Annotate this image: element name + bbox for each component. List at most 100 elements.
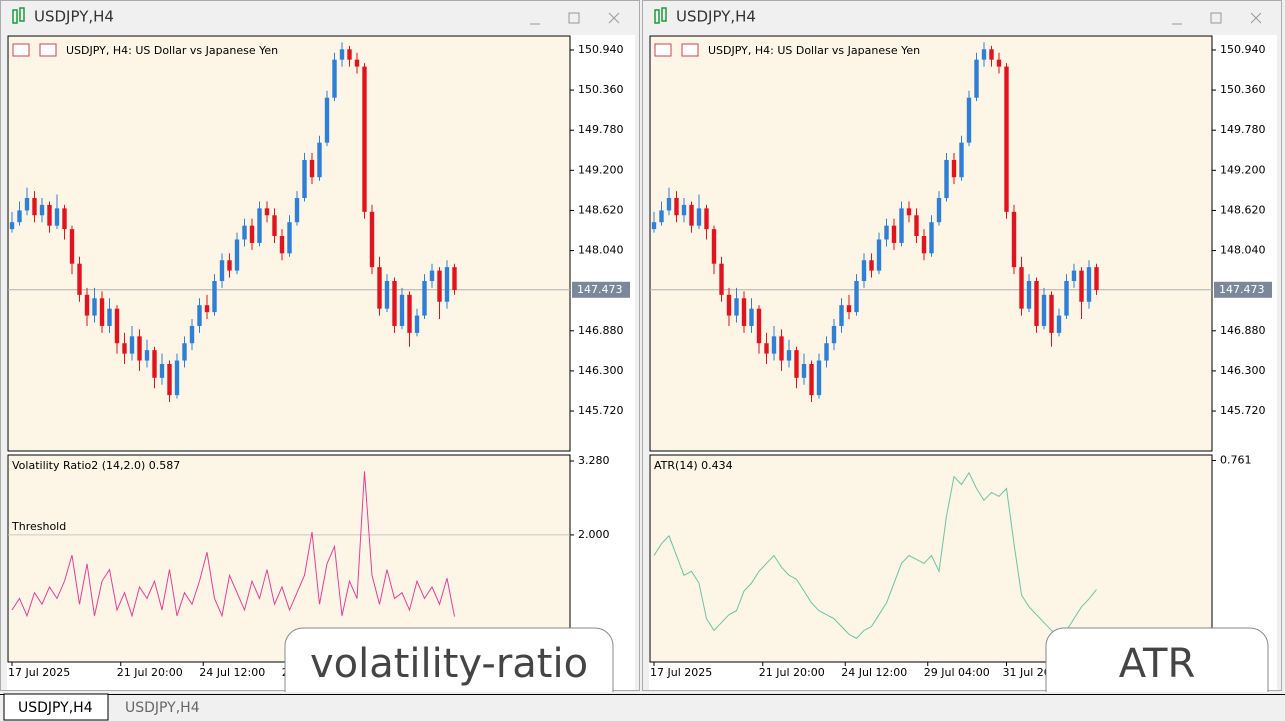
- y-tick-label: 3.280: [578, 454, 610, 467]
- candle-body: [816, 360, 822, 396]
- candle-body: [272, 215, 277, 237]
- y-tick-label: 146.880: [1220, 324, 1266, 337]
- candle-body: [414, 315, 420, 333]
- y-tick-label: 149.200: [1220, 163, 1266, 176]
- candle-body: [122, 343, 127, 354]
- candle-body: [1034, 280, 1039, 326]
- candle-body: [1004, 66, 1009, 212]
- candle-body: [756, 308, 762, 344]
- y-tick-label: 148.620: [1220, 203, 1266, 216]
- tab-label[interactable]: USDJPY,H4: [18, 700, 93, 716]
- candle-body: [324, 97, 330, 143]
- candle-body: [936, 197, 942, 223]
- close-button[interactable]: [1250, 12, 1262, 24]
- candle-body: [959, 142, 964, 178]
- candle-body: [659, 210, 664, 223]
- chart-icon: [12, 43, 30, 57]
- candle-body: [99, 298, 105, 326]
- candle-body: [17, 210, 22, 223]
- candle-body: [726, 294, 732, 316]
- badge-label: volatility-ratio: [310, 641, 588, 687]
- window-title: USDJPY,H4: [676, 8, 756, 26]
- y-tick-label: 150.360: [1220, 83, 1266, 96]
- candle-body: [452, 267, 457, 290]
- candle-body: [114, 308, 120, 344]
- candle-body: [884, 225, 889, 240]
- current-price-tag: [572, 281, 630, 298]
- candle-body: [182, 343, 187, 361]
- candle-body: [77, 263, 82, 295]
- candle-body: [1011, 211, 1017, 268]
- y-tick-label: 0.761: [1220, 454, 1252, 467]
- y-tick-label: 2.000: [578, 528, 610, 541]
- maximize-button[interactable]: [1210, 12, 1222, 24]
- y-tick-label: 145.720: [1220, 404, 1266, 417]
- candle-body: [294, 197, 300, 223]
- candle-body: [921, 236, 927, 254]
- candle-body: [1086, 267, 1092, 302]
- candle-body: [24, 197, 30, 211]
- candle-body: [219, 260, 225, 281]
- x-tick-label: 21 Jul 20:00: [759, 666, 825, 679]
- x-tick-label: 21 Jul 20:00: [117, 666, 183, 679]
- indicator-label: ATR(14) 0.434: [654, 459, 733, 472]
- candle-body: [54, 208, 60, 226]
- chart-label: USDJPY, H4: US Dollar vs Japanese Yen: [708, 44, 920, 57]
- candle-body: [1071, 270, 1077, 281]
- maximize-button[interactable]: [568, 12, 580, 24]
- candle-body: [129, 336, 135, 354]
- candle-body: [1079, 270, 1084, 302]
- y-tick-label: 145.720: [578, 404, 624, 417]
- candle-body: [899, 208, 904, 243]
- candle-body: [666, 197, 672, 211]
- candle-body: [786, 350, 792, 361]
- tab-label[interactable]: USDJPY,H4: [125, 700, 200, 716]
- candle-body: [1041, 294, 1047, 326]
- x-tick-label: 24 Jul 12:00: [199, 666, 265, 679]
- window-icon: [654, 9, 660, 24]
- candle-body: [846, 305, 852, 313]
- candle-body: [137, 336, 142, 361]
- candle-body: [107, 308, 112, 326]
- candle-body: [174, 360, 180, 396]
- current-price-label: 147.473: [1219, 283, 1265, 296]
- candle-body: [711, 229, 717, 264]
- candle-body: [212, 280, 217, 313]
- candle-body: [704, 208, 709, 230]
- candle-body: [1019, 267, 1024, 309]
- candle-body: [354, 59, 360, 67]
- candle-body: [32, 197, 37, 216]
- window-icon: [661, 7, 667, 22]
- y-tick-label: 148.620: [578, 203, 624, 216]
- candle-body: [674, 197, 679, 216]
- tab-bar: [0, 692, 1285, 721]
- candle-body: [227, 260, 232, 271]
- window-icon: [12, 9, 18, 24]
- candle-body: [1064, 280, 1069, 316]
- candle-body: [437, 270, 442, 302]
- candle-body: [62, 208, 67, 230]
- candle-body: [779, 336, 784, 361]
- tab-active[interactable]: [3, 693, 109, 721]
- y-tick-label: 148.040: [1220, 244, 1266, 257]
- y-tick-label: 149.200: [578, 163, 624, 176]
- close-button[interactable]: [608, 12, 620, 24]
- candle-body: [696, 208, 702, 226]
- candle-body: [1026, 280, 1032, 309]
- x-tick-label: 24 Jul 12:00: [841, 666, 907, 679]
- candle-body: [906, 208, 912, 216]
- window-title: USDJPY,H4: [34, 8, 114, 26]
- candle-body: [309, 159, 315, 178]
- candle-body: [869, 260, 874, 271]
- candle-body: [689, 204, 694, 226]
- candle-body: [234, 239, 240, 271]
- candle-body: [377, 267, 382, 309]
- candle-body: [876, 239, 882, 271]
- candle-body: [981, 49, 987, 60]
- y-tick-label: 150.940: [1220, 43, 1266, 56]
- candle-body: [681, 204, 687, 216]
- candle-body: [966, 97, 972, 143]
- y-tick-label: 146.300: [578, 364, 624, 377]
- candle-body: [264, 208, 270, 216]
